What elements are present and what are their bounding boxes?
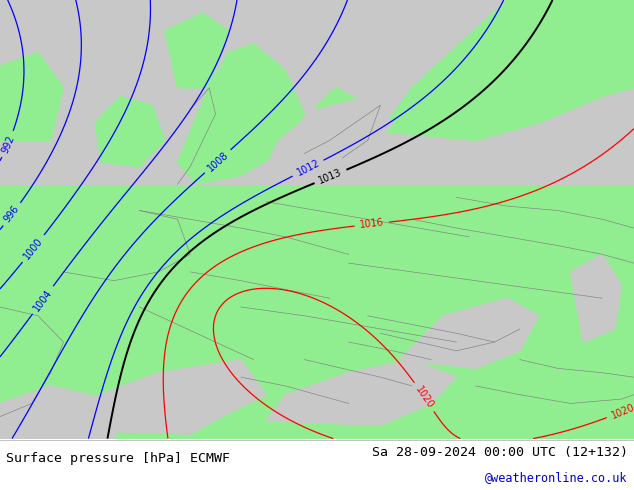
Text: 996: 996 [3,204,22,225]
Text: 1013: 1013 [317,167,344,186]
Polygon shape [571,254,621,342]
Polygon shape [51,360,266,434]
Polygon shape [0,386,127,439]
Polygon shape [0,0,634,439]
Polygon shape [399,298,539,368]
Polygon shape [266,97,393,167]
Polygon shape [0,52,63,140]
Text: 1020: 1020 [413,384,436,410]
Polygon shape [0,439,634,490]
Text: 1016: 1016 [359,218,385,230]
Text: @weatheronline.co.uk: @weatheronline.co.uk [485,470,628,484]
Text: 1020: 1020 [609,402,634,420]
Polygon shape [266,360,456,425]
Polygon shape [317,88,368,127]
Polygon shape [95,97,165,167]
Text: 1004: 1004 [32,287,54,313]
Text: Surface pressure [hPa] ECMWF: Surface pressure [hPa] ECMWF [6,452,230,465]
Text: 992: 992 [0,134,16,154]
Text: 1012: 1012 [295,158,321,178]
Text: 1008: 1008 [205,149,230,173]
Polygon shape [380,0,634,140]
Text: 1000: 1000 [22,236,45,261]
Text: Sa 28-09-2024 00:00 UTC (12+132): Sa 28-09-2024 00:00 UTC (12+132) [372,446,628,460]
Polygon shape [178,44,304,184]
Polygon shape [0,0,634,184]
Polygon shape [165,13,228,88]
